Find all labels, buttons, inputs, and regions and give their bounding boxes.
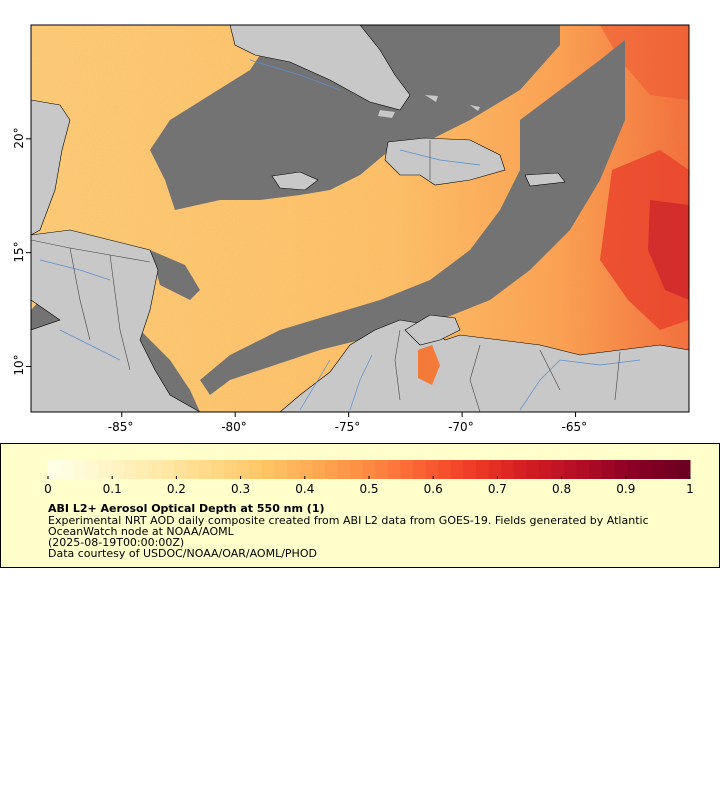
aod-map[interactable] [0, 0, 720, 440]
land-jamaica [271, 171, 319, 191]
colorbar-tick-label: 0.7 [487, 482, 507, 496]
no-data-sw [150, 250, 200, 300]
legend-time: (2025-08-19T00:00:00Z) [48, 536, 185, 549]
colorbar-cell [677, 460, 691, 479]
colorbar-cell [513, 460, 527, 479]
colorbar-cell [438, 460, 452, 479]
colorbar-cell [526, 460, 540, 479]
colorbar-cell [312, 460, 326, 479]
map-area: -85° -80° -75° -70° -65° 20° 15° 10° [0, 0, 720, 440]
lon-tick-label: -80° [221, 420, 247, 434]
colorbar-tick-label: 0.2 [166, 482, 186, 496]
colorbar-cell [601, 460, 615, 479]
colorbar-cell [98, 460, 112, 479]
legend-description-line1: Experimental NRT AOD daily composite cre… [48, 514, 649, 527]
colorbar-cell [589, 460, 603, 479]
colorbar-cell [400, 460, 414, 479]
colorbar-cell [287, 460, 301, 479]
land-hispaniola [384, 137, 506, 186]
lat-tick-label: 20° [12, 127, 26, 149]
colorbar-cell [387, 460, 401, 479]
axis-ticks [26, 138, 577, 417]
colorbar-cell [463, 460, 477, 479]
colorbar-cell [664, 460, 678, 479]
colorbar-cell [614, 460, 628, 479]
colorbar-cell [161, 460, 175, 479]
colorbar-tick-label: 0.9 [616, 482, 636, 496]
legend-description-line2: OceanWatch node at NOAA/AOML [48, 525, 234, 538]
colorbar-cell [551, 460, 565, 479]
colorbar-cell [652, 460, 666, 479]
colorbar-cell [60, 460, 74, 479]
colorbar-tick-label: 0.8 [552, 482, 572, 496]
colorbar-cell [224, 460, 238, 479]
high-aod-maracaibo [418, 345, 440, 385]
colorbar-tick-label: 0 [44, 482, 52, 496]
colorbar-cell [199, 460, 213, 479]
legend-panel: 0 0.1 0.2 0.3 0.4 0.5 0.6 0.7 0.8 0.9 1 ABI L2+ Ae… [0, 443, 720, 568]
legend-title: ABI L2+ Aerosol Optical Depth at 550 nm … [48, 502, 325, 515]
colorbar-cell [538, 460, 553, 479]
colorbar-cell [425, 460, 439, 479]
land-south-america [279, 319, 689, 412]
lon-tick-label: -85° [107, 420, 134, 434]
colorbar-cell [299, 460, 313, 479]
colorbar-cell [476, 460, 490, 479]
colorbar-cell [576, 460, 590, 479]
colorbar-cell [627, 460, 641, 479]
land-puerto-rico [524, 172, 566, 187]
colorbar-tick-label: 1 [686, 482, 694, 496]
colorbar-tick-label: 0.5 [359, 482, 379, 496]
land-bahamas [378, 95, 480, 118]
colorbar-cell [324, 460, 339, 479]
land-honduras-nicaragua [31, 229, 201, 412]
colorbar-cell [337, 460, 351, 479]
no-data-band [150, 25, 560, 210]
map-frame [30, 24, 690, 413]
colorbar-cell [186, 460, 200, 479]
colorbar-cell [48, 460, 62, 479]
lat-tick-label: 10° [12, 354, 26, 377]
colorbar-cell [148, 460, 162, 479]
land-cuba [229, 25, 411, 111]
colorbar-cell [211, 460, 225, 479]
high-aod-east-core [648, 200, 689, 300]
colorbar-cell [136, 460, 150, 479]
colorbar-cell [375, 460, 389, 479]
colorbar-tick-label: 0.4 [295, 482, 315, 496]
colorbar-cell [236, 460, 250, 479]
lat-tick-label: 15° [12, 241, 26, 263]
colorbar-tick-label: 0.1 [102, 482, 122, 496]
colorbar-cell [173, 460, 187, 479]
colorbar-cell [362, 460, 376, 479]
rivers [39, 59, 641, 411]
colorbar-cell [350, 460, 364, 479]
colorbar-cell [501, 460, 515, 479]
colorbar-tick-label: 0.3 [231, 482, 251, 496]
colorbar-cell [85, 460, 99, 479]
colorbar-cell [450, 460, 464, 479]
land-guajira [404, 314, 461, 346]
colorbar-cell [262, 460, 276, 479]
colorbar-cell [564, 460, 578, 479]
colorbar [47, 460, 691, 479]
colorbar-cell [123, 460, 137, 479]
legend-credit: Data courtesy of USDOC/NOAA/OAR/AOML/PHO… [48, 547, 317, 560]
colorbar-tick-label: 0.6 [423, 482, 443, 496]
colorbar-cell [274, 460, 288, 479]
colorbar-cell [73, 460, 87, 479]
lon-tick-label: -70° [448, 420, 474, 434]
country-borders [31, 140, 621, 412]
lon-tick-label: -65° [561, 420, 588, 434]
colorbar-cell [249, 460, 263, 479]
colorbar-cell [488, 460, 502, 479]
colorbar-cell [110, 460, 125, 479]
colorbar-cell [413, 460, 427, 479]
lon-tick-label: -75° [334, 420, 361, 434]
colorbar-cell [639, 460, 653, 479]
land-central-america [31, 99, 71, 236]
